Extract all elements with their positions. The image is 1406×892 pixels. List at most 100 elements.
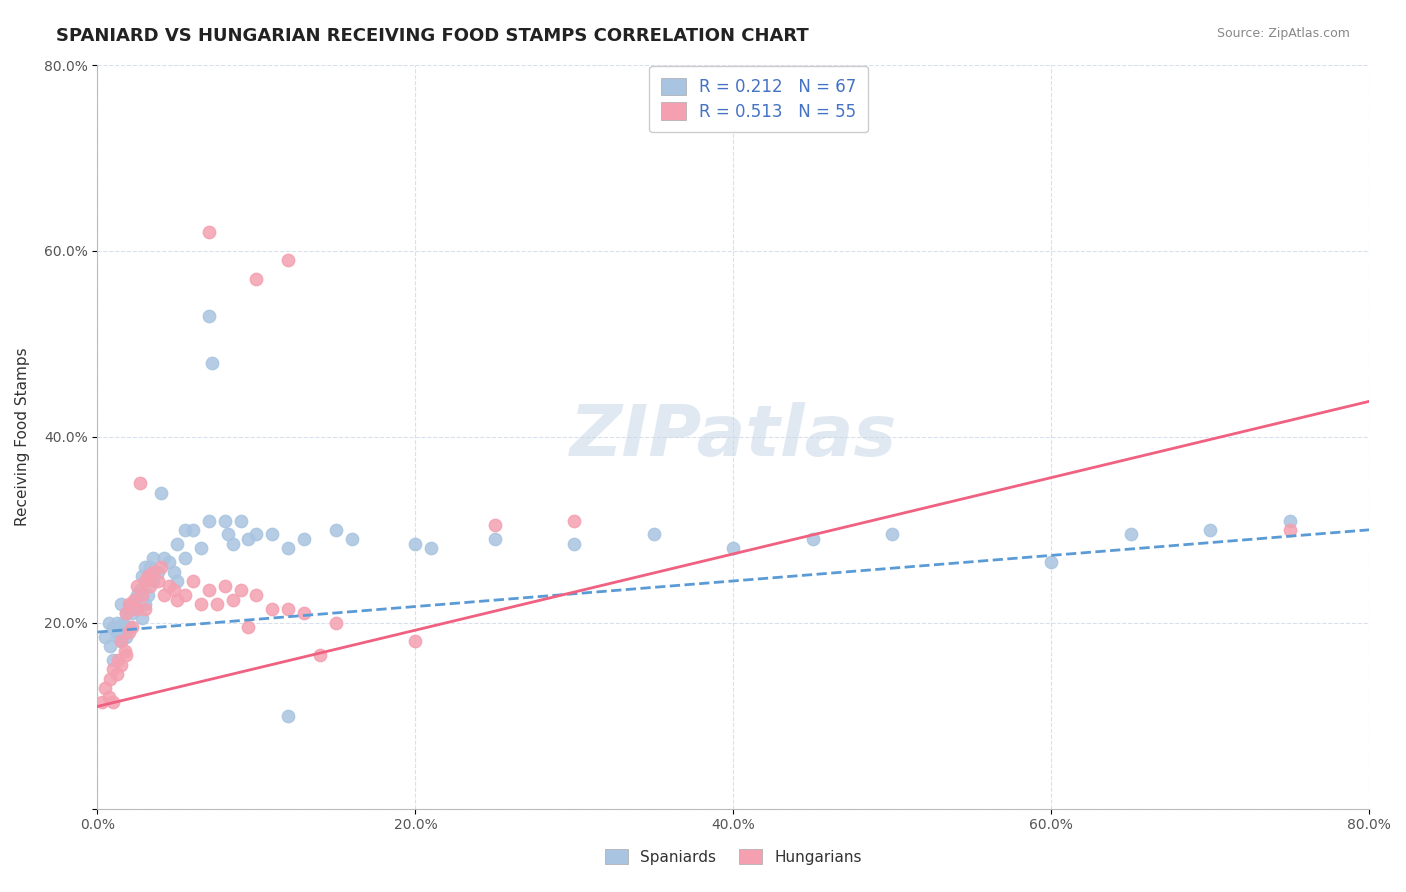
Point [190, 597, 212, 611]
Point [110, 634, 132, 648]
Point [107, 630, 129, 644]
Point [197, 514, 219, 528]
Point [121, 607, 143, 621]
Point [129, 476, 152, 491]
Point [1040, 555, 1063, 569]
Point [115, 607, 138, 621]
Point [292, 532, 315, 546]
Text: Source: ZipAtlas.com: Source: ZipAtlas.com [1216, 27, 1350, 40]
Point [245, 272, 267, 286]
Point [127, 588, 149, 602]
Point [723, 541, 745, 556]
Point [201, 355, 224, 369]
Point [122, 592, 145, 607]
Point [643, 527, 665, 541]
Point [150, 485, 173, 500]
Point [94, 630, 117, 644]
Point [139, 579, 162, 593]
Point [129, 583, 152, 598]
Point [309, 648, 332, 663]
Point [166, 574, 188, 588]
Point [157, 555, 180, 569]
Point [105, 666, 128, 681]
Point [103, 695, 125, 709]
Point [127, 602, 149, 616]
Point [114, 643, 136, 657]
Point [98, 639, 121, 653]
Point [1199, 523, 1222, 537]
Point [94, 681, 117, 695]
Point [131, 588, 153, 602]
Point [340, 532, 363, 546]
Point [197, 583, 219, 598]
Point [325, 615, 347, 630]
Point [115, 607, 138, 621]
Point [166, 537, 188, 551]
Point [118, 602, 141, 616]
Point [174, 523, 197, 537]
Point [197, 226, 219, 240]
Point [214, 514, 236, 528]
Text: ZIPatlas: ZIPatlas [569, 402, 897, 471]
Point [238, 532, 260, 546]
Point [146, 565, 169, 579]
Point [115, 630, 138, 644]
Point [1278, 514, 1301, 528]
Point [118, 620, 141, 634]
Legend: R = 0.212   N = 67, R = 0.513   N = 55: R = 0.212 N = 67, R = 0.513 N = 55 [650, 66, 868, 132]
Point [118, 625, 141, 640]
Y-axis label: Receiving Food Stamps: Receiving Food Stamps [15, 348, 30, 526]
Point [484, 532, 506, 546]
Point [110, 657, 132, 672]
Point [103, 620, 125, 634]
Point [107, 653, 129, 667]
Point [114, 620, 136, 634]
Point [292, 607, 315, 621]
Point [277, 253, 299, 268]
Text: SPANIARD VS HUNGARIAN RECEIVING FOOD STAMPS CORRELATION CHART: SPANIARD VS HUNGARIAN RECEIVING FOOD STA… [56, 27, 808, 45]
Point [325, 523, 347, 537]
Point [404, 634, 426, 648]
Point [153, 550, 176, 565]
Point [121, 597, 143, 611]
Point [118, 597, 141, 611]
Point [134, 560, 156, 574]
Point [163, 565, 186, 579]
Point [420, 541, 443, 556]
Point [127, 602, 149, 616]
Point [139, 560, 162, 574]
Point [562, 514, 585, 528]
Point [221, 592, 243, 607]
Point [181, 523, 204, 537]
Point [245, 527, 267, 541]
Point [217, 527, 239, 541]
Point [146, 574, 169, 588]
Point [142, 565, 165, 579]
Point [882, 527, 904, 541]
Point [262, 527, 284, 541]
Point [142, 550, 165, 565]
Point [134, 597, 156, 611]
Point [197, 309, 219, 323]
Point [277, 602, 299, 616]
Point [142, 574, 165, 588]
Point [181, 574, 204, 588]
Point [229, 583, 252, 598]
Point [190, 541, 212, 556]
Point [245, 588, 267, 602]
Point [138, 588, 160, 602]
Point [801, 532, 824, 546]
Point [103, 653, 125, 667]
Point [121, 620, 143, 634]
Point [131, 611, 153, 625]
Point [174, 588, 197, 602]
Point [105, 625, 128, 640]
Point [174, 550, 197, 565]
Point [110, 597, 132, 611]
Point [153, 588, 176, 602]
Point [229, 514, 252, 528]
Point [127, 579, 149, 593]
Point [277, 541, 299, 556]
Point [103, 662, 125, 676]
Point [110, 634, 132, 648]
